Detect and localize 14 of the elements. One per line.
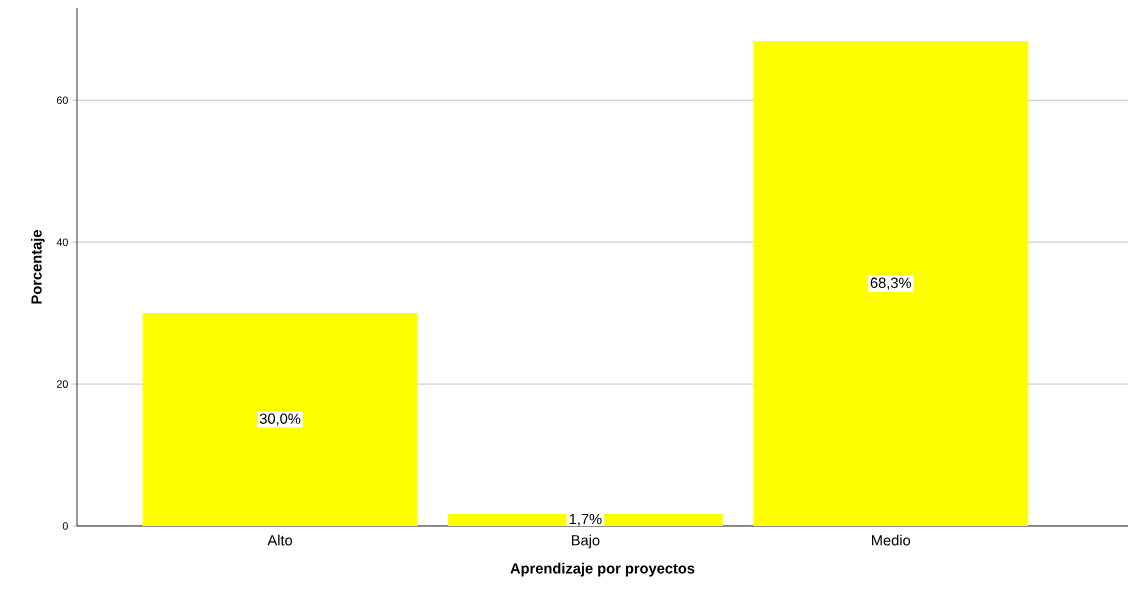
data-label: 30,0% [259,413,301,426]
y-tick-label: 20 [56,380,68,388]
x-tick-label: Alto [267,534,293,546]
y-axis-title: Porcentaje [30,230,45,304]
data-label: 68,3% [870,277,912,290]
bar [142,313,418,526]
y-tick-label: 0 [62,522,68,530]
bar [753,41,1029,526]
x-axis-title: Aprendizaje por proyectos [510,562,695,577]
y-tick-label: 40 [56,238,68,246]
data-label: 1,7% [569,513,602,526]
x-tick-label: Medio [872,534,911,546]
y-tick-label: 60 [56,96,68,105]
x-tick-label: Bajo [571,534,600,549]
